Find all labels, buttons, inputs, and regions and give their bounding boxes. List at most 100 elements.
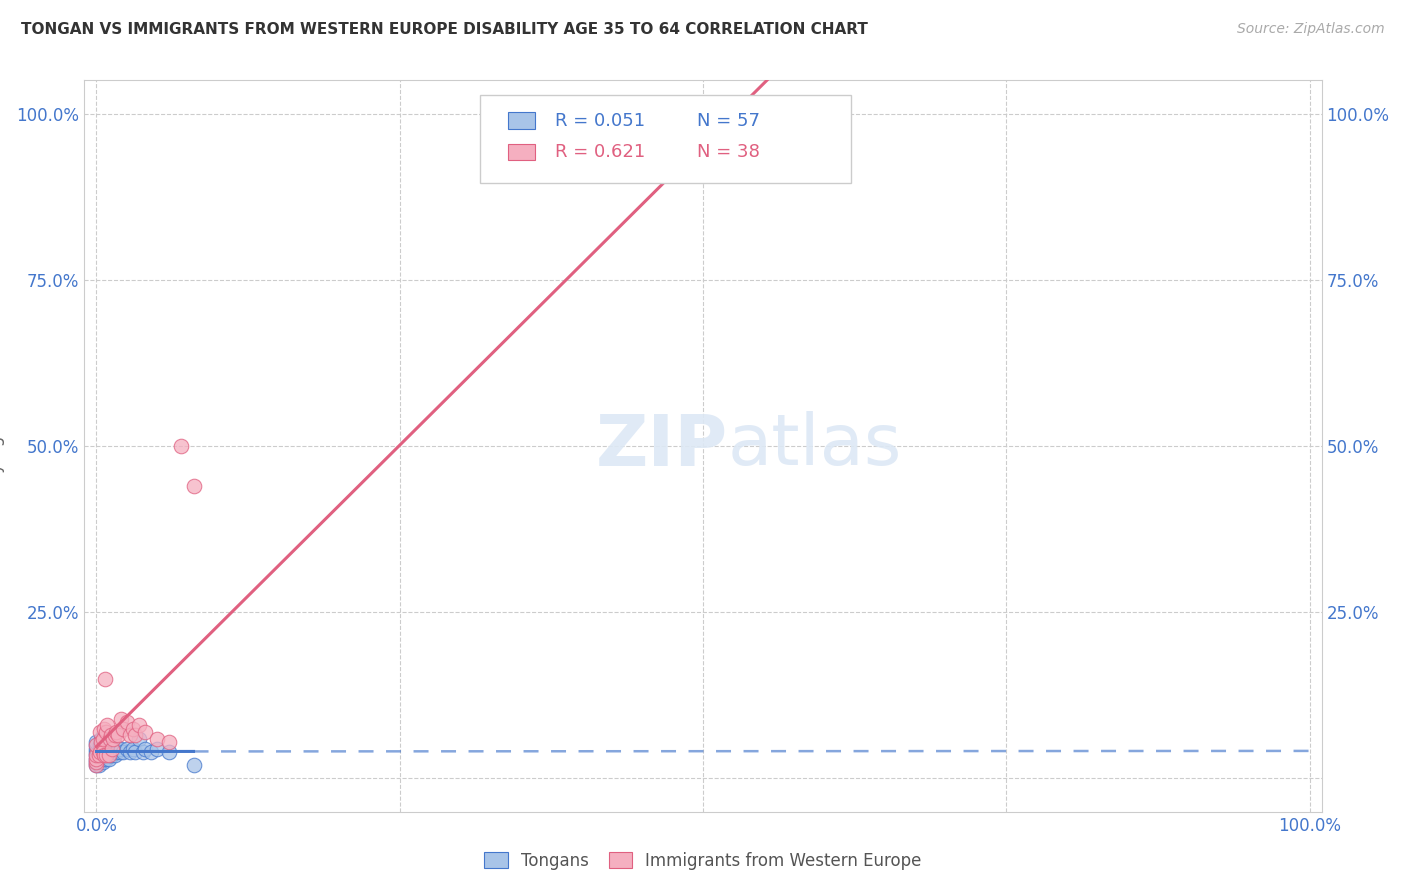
Point xyxy=(91,731,114,746)
Point xyxy=(91,745,114,759)
Point xyxy=(89,745,111,759)
Text: N = 57: N = 57 xyxy=(697,112,759,129)
Point xyxy=(93,751,115,765)
Point xyxy=(98,731,121,746)
Point xyxy=(97,738,120,752)
Point xyxy=(94,672,117,686)
Point xyxy=(96,748,118,763)
Point xyxy=(93,748,115,763)
Point xyxy=(86,748,108,763)
Point xyxy=(96,741,118,756)
Point xyxy=(104,725,127,739)
Point xyxy=(124,728,146,742)
Point xyxy=(94,748,117,763)
Point xyxy=(122,741,145,756)
Point xyxy=(104,748,127,763)
Point xyxy=(107,741,129,756)
Point xyxy=(112,745,135,759)
Text: atlas: atlas xyxy=(728,411,903,481)
Point xyxy=(91,748,114,763)
Point xyxy=(108,745,131,759)
Y-axis label: Disability Age 35 to 64: Disability Age 35 to 64 xyxy=(0,351,6,541)
Point xyxy=(110,712,132,726)
Point xyxy=(100,731,122,746)
Text: TONGAN VS IMMIGRANTS FROM WESTERN EUROPE DISABILITY AGE 35 TO 64 CORRELATION CHA: TONGAN VS IMMIGRANTS FROM WESTERN EUROPE… xyxy=(21,22,868,37)
Point xyxy=(89,725,111,739)
Point xyxy=(104,745,127,759)
Point xyxy=(122,722,145,736)
Point xyxy=(157,735,180,749)
Point xyxy=(120,728,142,742)
Point xyxy=(183,758,205,772)
Point xyxy=(87,751,110,765)
Point xyxy=(96,748,118,763)
Point xyxy=(93,738,115,752)
Point xyxy=(98,748,121,763)
Point xyxy=(183,479,205,493)
Text: Source: ZipAtlas.com: Source: ZipAtlas.com xyxy=(1237,22,1385,37)
Point xyxy=(91,735,114,749)
Text: R = 0.051: R = 0.051 xyxy=(554,112,645,129)
Point xyxy=(86,738,108,752)
Point xyxy=(115,741,138,756)
Point xyxy=(96,745,118,759)
Point xyxy=(90,751,112,765)
Point xyxy=(96,735,118,749)
Point xyxy=(90,731,112,746)
Point xyxy=(93,745,115,759)
Point xyxy=(86,745,108,759)
Point xyxy=(96,725,118,739)
Point xyxy=(86,735,108,749)
Point xyxy=(90,735,112,749)
Point xyxy=(97,748,120,763)
Point xyxy=(103,731,125,746)
Point xyxy=(86,755,108,769)
FancyBboxPatch shape xyxy=(508,112,534,128)
Point xyxy=(128,718,150,732)
Point xyxy=(93,722,115,736)
Point xyxy=(100,728,122,742)
Text: ZIP: ZIP xyxy=(596,411,728,481)
Point xyxy=(100,745,122,759)
Point xyxy=(89,738,111,752)
Point xyxy=(120,745,142,759)
Point xyxy=(146,731,169,746)
Point xyxy=(86,751,108,765)
Text: R = 0.621: R = 0.621 xyxy=(554,143,645,161)
Point xyxy=(97,751,120,765)
Point xyxy=(89,748,111,763)
Point xyxy=(752,106,775,120)
Point xyxy=(91,741,114,756)
Point xyxy=(89,755,111,769)
Point xyxy=(96,718,118,732)
Point xyxy=(86,755,108,769)
Point xyxy=(157,745,180,759)
Point xyxy=(86,748,108,763)
Legend: Tongans, Immigrants from Western Europe: Tongans, Immigrants from Western Europe xyxy=(478,846,928,877)
Point xyxy=(90,745,112,759)
Point xyxy=(87,745,110,759)
Point xyxy=(131,745,153,759)
Point xyxy=(115,714,138,729)
Point xyxy=(104,728,127,742)
Point xyxy=(86,758,108,772)
FancyBboxPatch shape xyxy=(481,95,852,183)
Point xyxy=(86,751,108,765)
Point xyxy=(96,751,118,765)
Point xyxy=(87,748,110,763)
Point xyxy=(139,745,162,759)
Point xyxy=(146,741,169,756)
Point xyxy=(86,758,108,772)
Point xyxy=(104,738,127,752)
Point xyxy=(98,735,121,749)
Point xyxy=(103,745,125,759)
Point xyxy=(91,755,114,769)
Point xyxy=(112,722,135,736)
Point xyxy=(101,741,124,756)
Point xyxy=(134,725,156,739)
FancyBboxPatch shape xyxy=(508,144,534,160)
Point xyxy=(124,745,146,759)
Point xyxy=(110,741,132,756)
Point xyxy=(86,741,108,756)
Text: N = 38: N = 38 xyxy=(697,143,759,161)
